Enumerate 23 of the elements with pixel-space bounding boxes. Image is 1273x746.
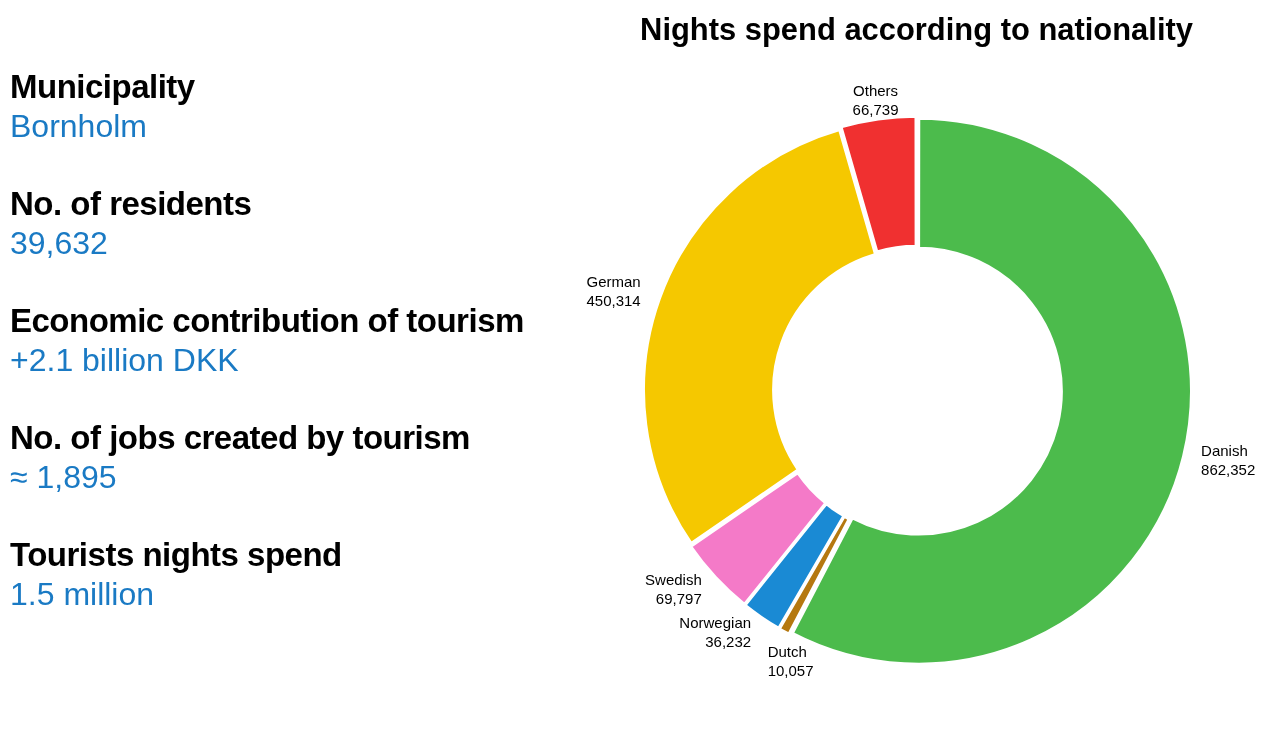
slice-label: Swedish xyxy=(645,571,702,589)
text: Bornholm xyxy=(10,108,148,145)
data-label: 450,314 xyxy=(586,291,641,309)
text: No. of jobs created by tourism xyxy=(10,419,471,457)
data-label: 66,739 xyxy=(852,100,899,118)
text: No. of residents xyxy=(10,185,253,223)
slice-label: Dutch xyxy=(767,642,807,660)
text: Economic contribution of tourism xyxy=(10,302,525,340)
slice-label: Others xyxy=(853,81,899,99)
text: 1.5 million xyxy=(10,576,156,613)
chart-title: Nights spend according to nationality xyxy=(640,11,1194,48)
slice-label: German xyxy=(586,272,641,290)
text: 39,632 xyxy=(10,225,109,262)
slice-label: Norwegian xyxy=(679,613,752,631)
data-label: 69,797 xyxy=(655,590,702,608)
text: +2.1 billion DKK xyxy=(10,342,240,379)
slice-label: Danish xyxy=(1201,441,1248,459)
data-label: 862,352 xyxy=(1201,460,1256,478)
text: ≈ 1,895 xyxy=(10,459,118,496)
data-label: 10,057 xyxy=(767,661,814,679)
data-label: 36,232 xyxy=(705,632,752,650)
text: Municipality xyxy=(10,68,196,106)
text: Tourists nights spend xyxy=(10,536,343,574)
